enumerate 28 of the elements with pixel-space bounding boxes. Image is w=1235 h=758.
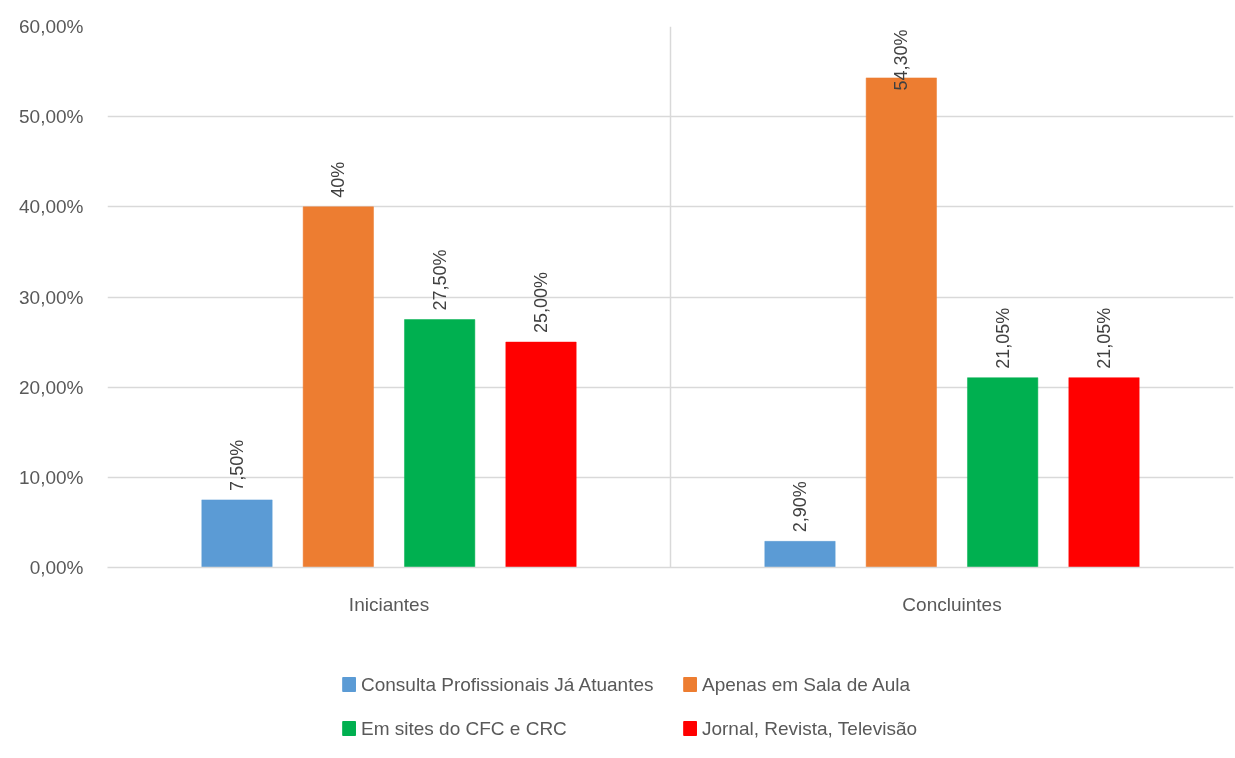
bar [201,499,273,568]
bar [764,541,836,568]
y-tick-label: 40,00% [19,196,84,218]
data-label: 27,50% [429,249,450,311]
data-label: 54,30% [891,29,912,91]
data-label: 25,00% [531,272,552,334]
y-tick-label: 60,00% [19,16,84,37]
legend-label: Apenas em Sala de Aula [701,674,911,695]
y-tick-label: 0,00% [29,557,84,578]
data-label: 2,90% [789,481,810,533]
data-label: 21,05% [992,307,1013,369]
data-label: 7,50% [226,439,247,491]
bar [404,319,476,568]
x-tick-label: Concluintes [902,593,1002,615]
bar [302,206,374,568]
legend-label: Jornal, Revista, Televisão [701,718,918,739]
data-label: 40% [328,161,349,198]
bar [967,377,1039,568]
bar [1068,377,1140,568]
y-tick-label: 50,00% [19,106,84,128]
legend-label: Em sites do CFC e CRC [360,718,567,739]
y-tick-label: 30,00% [19,286,84,308]
data-label: 21,05% [1094,307,1115,369]
x-tick-label: Iniciantes [348,593,430,615]
legend-label: Consulta Profissionais Já Atuantes [360,674,654,695]
bar [505,341,577,568]
y-tick-label: 20,00% [19,376,84,398]
y-tick-label: 10,00% [19,466,84,488]
